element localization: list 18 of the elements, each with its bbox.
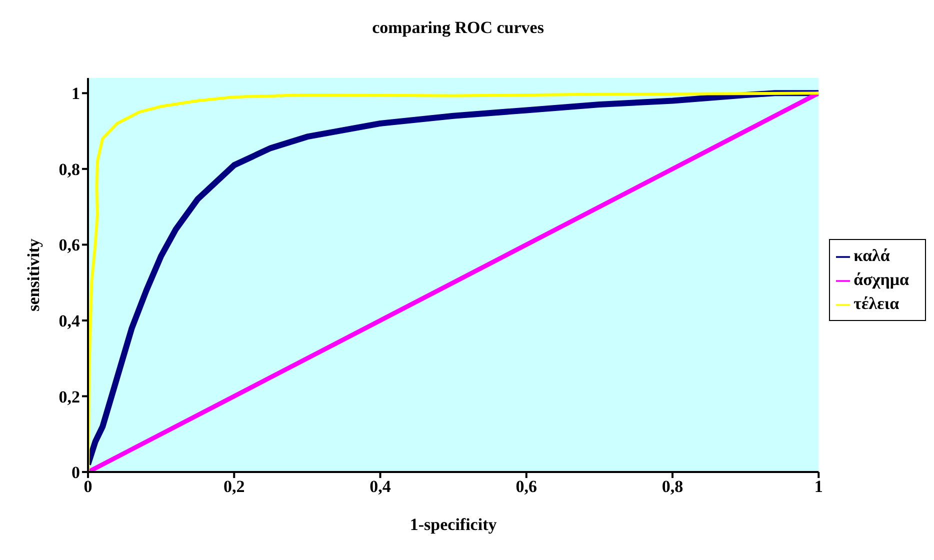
x-axis-title: 1-specificity	[410, 515, 498, 534]
y-tick-label: 0,6	[58, 236, 80, 255]
y-axis-title: sensitivity	[24, 238, 44, 312]
x-tick-label: 0	[84, 477, 92, 496]
x-tick-label: 0,2	[224, 477, 245, 496]
chart-title: comparing ROC curves	[371, 18, 545, 38]
x-tick-label: 0,6	[516, 477, 537, 496]
y-tick-label: 0	[72, 463, 80, 482]
y-tick-label: 0,2	[58, 387, 80, 406]
legend-label: καλά	[854, 246, 890, 265]
x-tick-label: 0,4	[370, 477, 392, 496]
legend-label: τέλεια	[854, 294, 900, 313]
y-tick-label: 0,8	[58, 160, 80, 179]
x-tick-label: 0,8	[662, 477, 684, 496]
y-tick-label: 0,4	[58, 311, 80, 330]
y-tick-label: 1	[72, 84, 80, 104]
x-tick-label: 1	[814, 477, 823, 496]
legend-label: άσχημα	[854, 270, 909, 289]
